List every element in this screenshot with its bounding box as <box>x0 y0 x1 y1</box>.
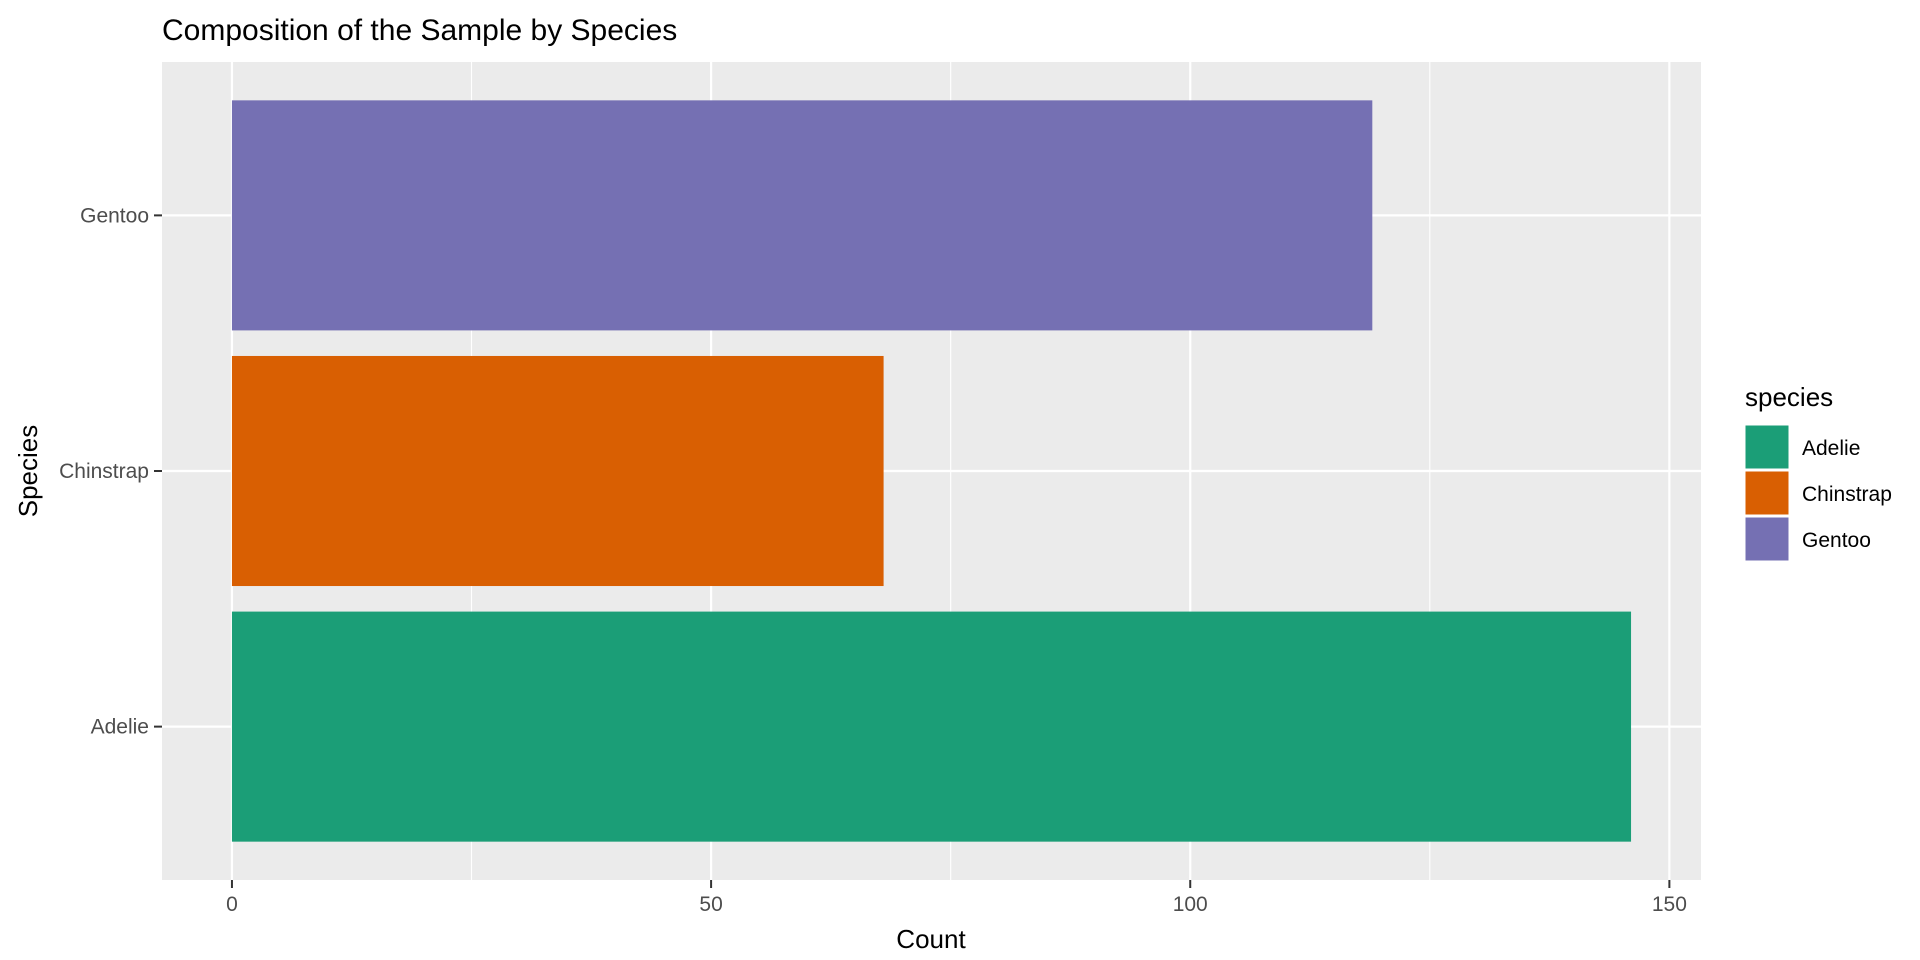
bar-gentoo <box>231 100 1373 331</box>
bar-chinstrap <box>231 355 884 587</box>
y-tick-label: Chinstrap <box>59 460 149 483</box>
legend: species Adelie Chinstrap Gentoo <box>1744 382 1892 562</box>
y-tick-label: Adelie <box>91 716 149 739</box>
legend-key-chinstrap <box>1744 470 1790 516</box>
legend-key-adelie <box>1744 424 1790 470</box>
x-axis-title: Count <box>896 924 966 954</box>
x-axis: 0 50 100 150 <box>226 880 1687 916</box>
y-axis-title: Species <box>13 425 43 518</box>
legend-key-gentoo <box>1744 516 1790 562</box>
plot-panel <box>162 62 1701 880</box>
legend-label: Adelie <box>1802 437 1860 460</box>
legend-title: species <box>1745 382 1833 412</box>
y-tick-label: Gentoo <box>80 204 149 227</box>
x-tick-label: 100 <box>1173 893 1208 916</box>
bar-adelie <box>231 611 1632 842</box>
y-axis: Adelie Chinstrap Gentoo <box>59 204 162 739</box>
legend-label: Gentoo <box>1802 529 1871 552</box>
x-tick-label: 150 <box>1652 893 1687 916</box>
legend-label: Chinstrap <box>1802 483 1892 506</box>
x-tick-label: 0 <box>226 893 238 916</box>
chart-title: Composition of the Sample by Species <box>162 14 677 47</box>
x-tick-label: 50 <box>699 893 722 916</box>
